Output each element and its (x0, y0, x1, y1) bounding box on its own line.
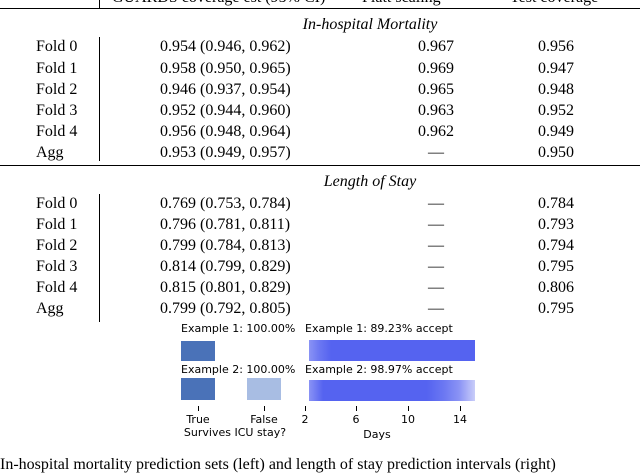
row-test-coverage: 0.952 (538, 102, 574, 119)
tick-2 (305, 406, 306, 411)
row-platt: 0.962 (418, 123, 454, 140)
row-test-coverage: 0.794 (538, 237, 574, 254)
row-coverage-est: 0.952 (0.944, 0.960) (160, 102, 291, 119)
tick-14 (460, 406, 461, 411)
row-test-coverage: 0.950 (538, 144, 574, 161)
row-platt: — (428, 195, 444, 212)
tick-label-6: 6 (352, 413, 360, 426)
row-label: Fold 0 (36, 38, 78, 55)
row-platt: 0.963 (418, 102, 454, 119)
row-platt: — (428, 279, 444, 296)
header-coverage-est: GUARDS coverage est (95% CI) (112, 0, 325, 8)
class-true-label: True (186, 413, 210, 426)
row-test-coverage: 0.949 (538, 123, 574, 140)
row-test-coverage: 0.948 (538, 81, 574, 98)
tick-label-2: 2 (301, 413, 309, 426)
header-vline (99, 0, 100, 8)
row-test-coverage: 0.795 (538, 258, 574, 275)
tick-10 (408, 406, 409, 411)
class-false-label: False (250, 413, 278, 426)
row-test-coverage: 0.806 (538, 279, 574, 296)
section-divider-rule (0, 165, 640, 166)
row-label: Fold 1 (36, 60, 78, 77)
example2-true-set-box (181, 378, 215, 400)
true-tick (198, 406, 199, 411)
survives-axis-label: Survives ICU stay? (183, 426, 287, 439)
row-coverage-est: 0.799 (0.784, 0.813) (160, 237, 291, 254)
row-label: Fold 0 (36, 195, 78, 212)
days-axis-label: Days (363, 428, 391, 441)
header-test-coverage: Test coverage (510, 0, 598, 8)
row-test-coverage: 0.947 (538, 60, 574, 77)
los-example1-label: Example 1: 89.23% accept (305, 322, 453, 335)
tick-label-14: 14 (453, 413, 467, 426)
figure-caption: In-hospital mortality prediction sets (l… (0, 456, 556, 473)
row-platt: 0.969 (418, 60, 454, 77)
row-coverage-est: 0.815 (0.801, 0.829) (160, 279, 291, 296)
row-label: Agg (36, 300, 64, 317)
row-platt: 0.965 (418, 81, 454, 98)
example2-interval-bar (309, 380, 475, 401)
false-tick (264, 406, 265, 411)
row-platt: — (428, 216, 444, 233)
row-coverage-est: 0.814 (0.799, 0.829) (160, 258, 291, 275)
row-label: Fold 2 (36, 237, 78, 254)
row-coverage-est: 0.954 (0.946, 0.962) (160, 38, 291, 55)
row-label: Fold 4 (36, 279, 78, 296)
row-coverage-est: 0.953 (0.949, 0.957) (160, 144, 291, 161)
row-platt: — (428, 144, 444, 161)
section-title-length-of-stay: Length of Stay (323, 173, 417, 190)
mortality-example2-label: Example 2: 100.00% (181, 363, 296, 376)
example1-true-set-box (181, 341, 215, 361)
row-coverage-est: 0.956 (0.948, 0.964) (160, 123, 291, 140)
row-platt: — (428, 237, 444, 254)
row-label: Fold 1 (36, 216, 78, 233)
tick-6 (356, 406, 357, 411)
mortality-example1-label: Example 1: 100.00% (181, 322, 296, 335)
example1-interval-bar (309, 340, 475, 361)
row-label: Fold 3 (36, 258, 78, 275)
section2-vline (99, 194, 100, 322)
tick-label-10: 10 (401, 413, 415, 426)
row-label: Fold 4 (36, 123, 78, 140)
row-coverage-est: 0.796 (0.781, 0.811) (160, 216, 291, 233)
header-platt: Platt scaling (362, 0, 441, 8)
row-platt: 0.967 (418, 38, 454, 55)
los-example2-label: Example 2: 98.97% accept (305, 363, 453, 376)
example2-false-set-box (247, 378, 281, 400)
row-coverage-est: 0.799 (0.792, 0.805) (160, 300, 291, 317)
section1-vline (99, 37, 100, 161)
row-test-coverage: 0.956 (538, 38, 574, 55)
row-coverage-est: 0.769 (0.753, 0.784) (160, 195, 291, 212)
row-coverage-est: 0.946 (0.937, 0.954) (160, 81, 291, 98)
row-platt: — (428, 258, 444, 275)
row-label: Agg (36, 144, 64, 161)
row-platt: — (428, 300, 444, 317)
header-rule (0, 8, 640, 9)
row-coverage-est: 0.958 (0.950, 0.965) (160, 60, 291, 77)
row-test-coverage: 0.784 (538, 195, 574, 212)
row-test-coverage: 0.795 (538, 300, 574, 317)
row-test-coverage: 0.793 (538, 216, 574, 233)
row-label: Fold 3 (36, 102, 78, 119)
section-title-mortality: In-hospital Mortality (302, 16, 438, 33)
row-label: Fold 2 (36, 81, 78, 98)
